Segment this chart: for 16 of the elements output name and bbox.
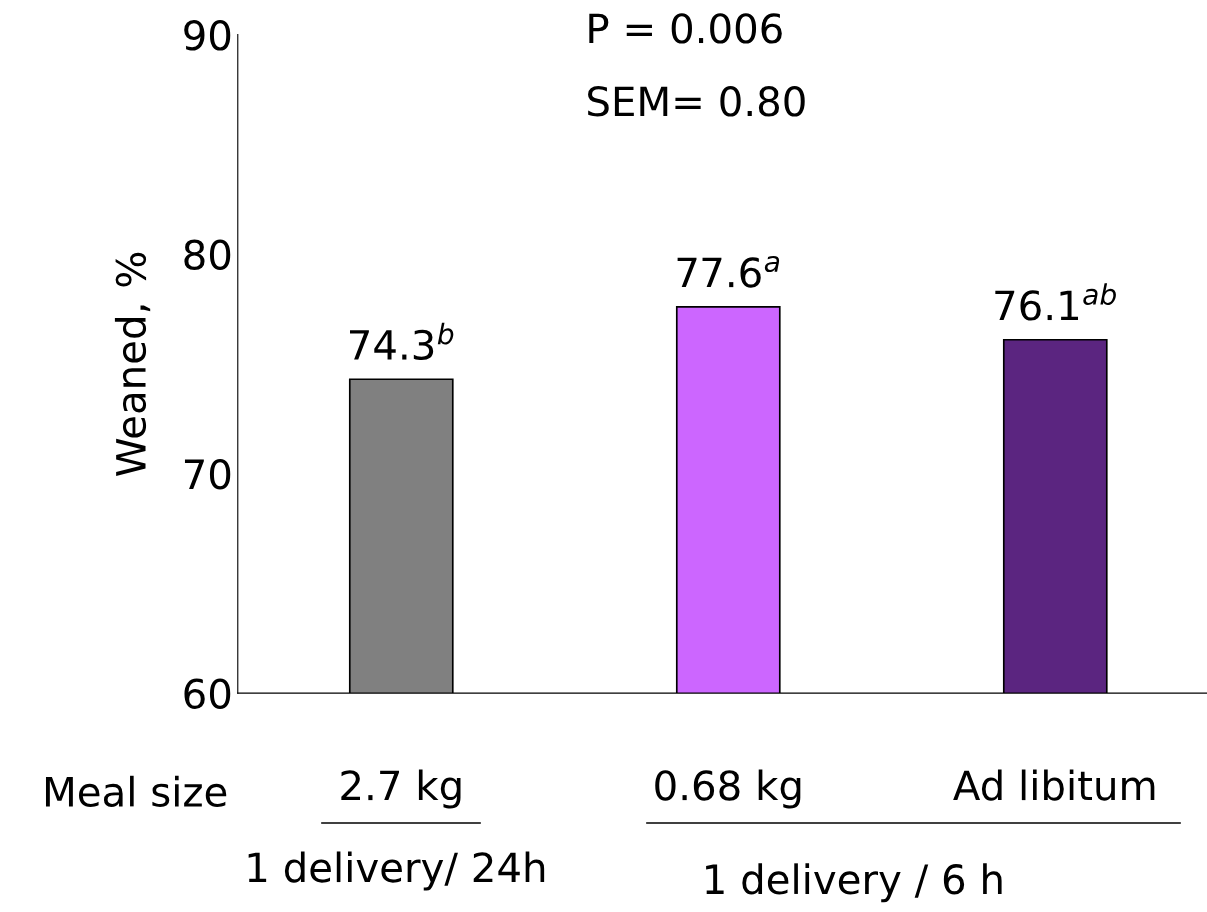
y-tick-label: 80 (184, 239, 231, 271)
y-tick-label: 60 (184, 678, 231, 709)
x-tick-label: 0.68 kg (655, 769, 801, 809)
annotation: P = 0.006 (589, 13, 782, 44)
y-axis-title: Weaned, % (114, 252, 151, 476)
annotation: SEM= 0.80 (588, 86, 805, 117)
text: 1 delivery / 6 h (706, 863, 1002, 903)
y-tick-label: 90 (184, 20, 231, 51)
text: 1 delivery/ 24h (248, 851, 545, 891)
x-tick-label: 2.7 kg (341, 769, 461, 809)
data-label: 74.3$^{b}$ (350, 322, 454, 361)
y-tick-label: 70 (184, 459, 231, 490)
data-label: 77.6$^{a}$ (677, 255, 780, 288)
data-label: 76.1$^{ab}$ (995, 283, 1116, 321)
x-tick-label: Ad libitum (953, 769, 1155, 801)
text: Meal size (45, 775, 227, 807)
